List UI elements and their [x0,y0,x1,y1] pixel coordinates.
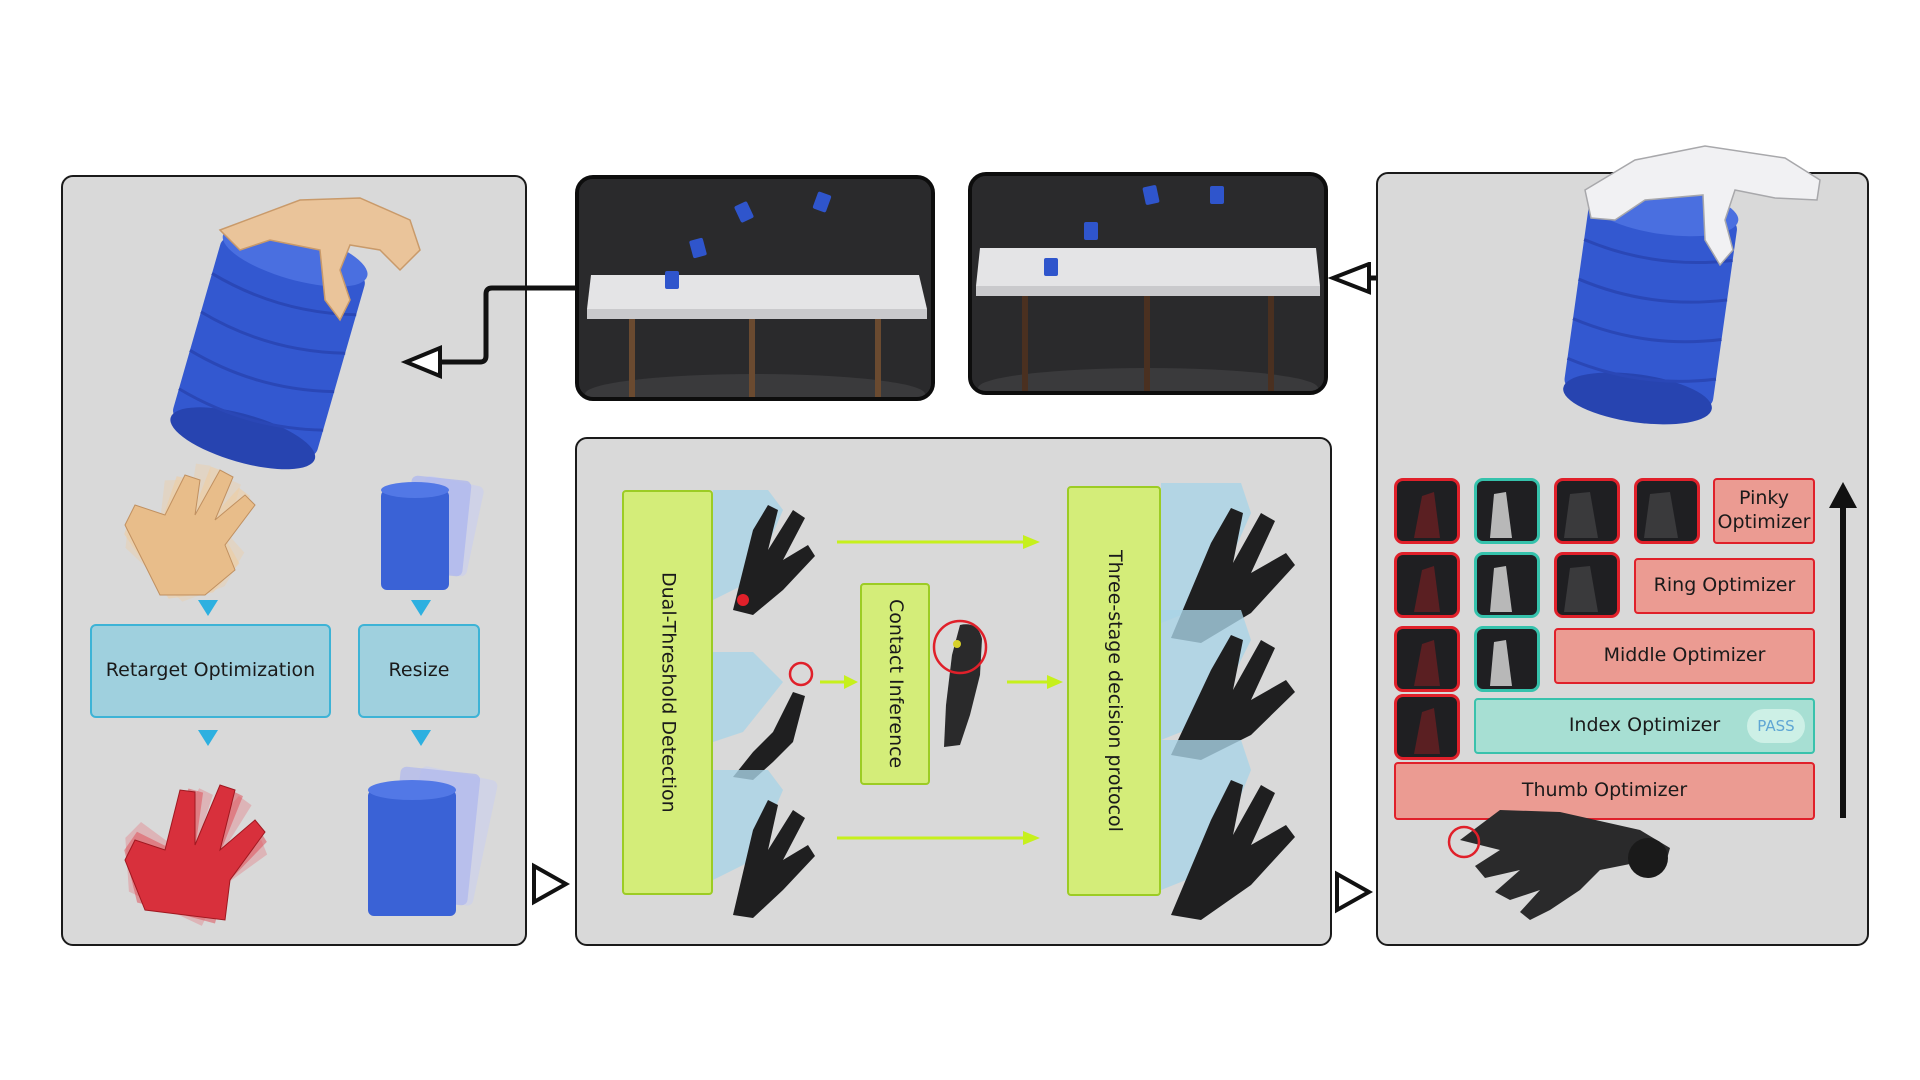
thumb-row3-col1 [1394,626,1460,692]
lime-arrow-top [837,535,1040,549]
lime-arrow-from-contact [1007,675,1063,689]
resized-object-stack [368,766,498,916]
human-trajectory-render [575,175,935,401]
fingertip-contact-closeup [932,619,988,747]
object-scale-stack [381,475,484,590]
lime-arrow-bottom [837,831,1040,845]
retarget-optimization-box: Retarget Optimization [90,624,331,718]
cyan-arrow-down-left-1 [198,600,218,616]
flow-triangle-2 [1335,870,1373,914]
protocol-hand-middle [1161,610,1295,760]
cyan-arrow-down-right-1 [411,600,431,616]
human-hand-sequence [124,463,256,602]
lime-arrow-to-contact [820,675,858,689]
index-optimizer-box: Index Optimizer PASS [1474,698,1815,754]
robot-hand-bottom [1447,810,1670,920]
flow-triangle-1 [532,862,570,906]
contact-inference-box: Contact Inference [860,583,930,785]
cyan-arrow-down-left-2 [198,730,218,746]
cyan-arrow-down-right-2 [411,730,431,746]
trajectory-scene-1 [579,179,931,397]
resize-box: Resize [358,624,480,718]
robot-grasp-illustration [1563,145,1821,425]
optimizer-order-arrow [1829,482,1857,818]
trajectory-scene-2 [972,176,1324,391]
human-grasp-illustration [170,197,421,470]
detection-hand-middle [713,652,814,780]
three-stage-label: Three-stage decision protocol [1103,550,1126,832]
protocol-hand-top [1161,483,1295,643]
detection-hand-top [713,490,815,615]
pinky-optimizer-box: Pinky Optimizer [1713,478,1815,544]
protocol-hand-bottom [1161,740,1295,920]
connector-left [400,285,576,379]
ring-optimizer-box: Ring Optimizer [1634,558,1815,614]
robot-hand-sequence [124,784,268,926]
pass-badge: PASS [1747,709,1805,743]
contact-inference-label: Contact Inference [884,599,907,769]
dual-threshold-detection-bar: Dual-Threshold Detection [622,490,713,895]
dual-threshold-label: Dual-Threshold Detection [657,572,680,813]
robot-trajectory-render [968,172,1328,395]
detection-hand-bottom [713,770,815,918]
thumbnail-finger-renders [1414,492,1678,754]
three-stage-protocol-bar: Three-stage decision protocol [1067,486,1161,896]
thumb-optimizer-box: Thumb Optimizer [1394,762,1815,820]
index-optimizer-label: Index Optimizer [1568,714,1721,737]
middle-optimizer-box: Middle Optimizer [1554,628,1815,684]
